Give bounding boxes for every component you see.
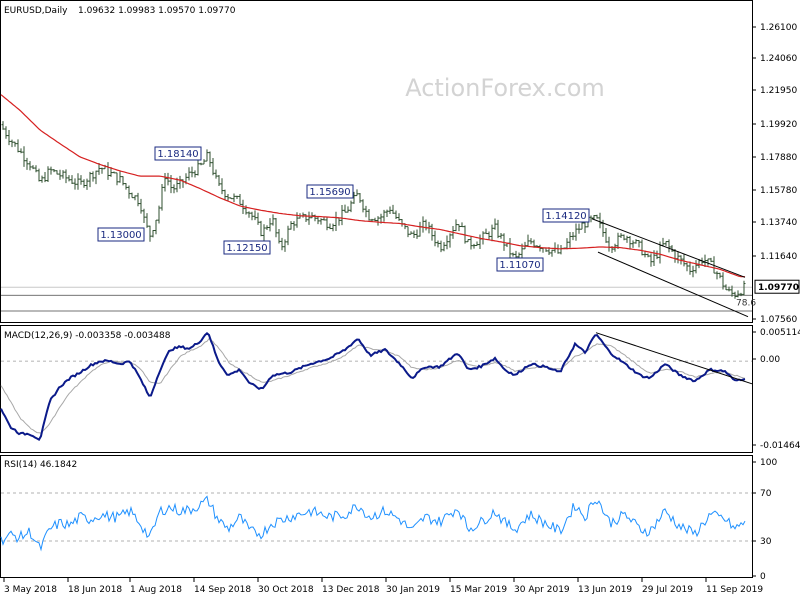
price-annotation-box (496, 257, 544, 272)
price-tick-label: 1.07560 (760, 315, 797, 325)
price-panel-frame (0, 0, 753, 323)
price-tick-label: 1.17880 (760, 153, 797, 163)
price-tick-label: 1.13740 (760, 218, 797, 228)
price-annotation-label: 1.18140 (157, 149, 198, 160)
axis-layer: 1.26100 1.24060 1.21950 1.19920 1.17880 1.157… (3, 23, 800, 595)
price-annotation-label: 1.15690 (309, 187, 350, 198)
macd-label: MACD(12,26,9) -0.003358 -0.003488 (4, 331, 171, 341)
price-tick-label: 1.19920 (760, 120, 797, 130)
x-tick-label: 3 May 2018 (4, 585, 57, 595)
macd-line (0, 331, 746, 441)
price-annotation-label: 1.14120 (545, 211, 586, 222)
x-tick-label: 18 Jun 2018 (68, 585, 122, 595)
x-tick-label: 30 Apr 2019 (514, 585, 570, 595)
price-layer: 78.6 1.18140 1.13000 1.12150 1.15690 1.14120 1… (0, 94, 756, 318)
x-tick-label: 15 Mar 2019 (450, 585, 507, 595)
price-annotation-box (223, 240, 271, 255)
macd-tick-label: 0.00 (760, 355, 780, 365)
x-tick-label: 1 Aug 2018 (130, 585, 182, 595)
chart-title: EURUSD,Daily (4, 6, 68, 16)
x-tick-label: 29 Jul 2019 (642, 585, 693, 595)
channel-upper-line (591, 218, 746, 278)
rsi-label: RSI(14) 46.1842 (4, 460, 77, 470)
x-tick-label: 13 Jun 2019 (578, 585, 632, 595)
rsi-tick-label: 70 (760, 489, 772, 499)
price-annotation-label: 1.12150 (226, 243, 267, 254)
price-tick-label: 1.26100 (760, 23, 797, 33)
price-tick-label: 1.15780 (760, 186, 797, 196)
macd-panel-frame (0, 325, 753, 453)
rsi-layer (0, 492, 752, 552)
ohlc-bars (1, 121, 746, 299)
price-annotation-box (154, 146, 202, 161)
fib-level-label: 78.6 (736, 298, 756, 308)
price-annotation-label: 1.11070 (499, 260, 540, 271)
rsi-line (0, 495, 746, 552)
macd-trendline (595, 332, 753, 385)
rsi-panel-frame (0, 455, 753, 578)
channel-lower-line (597, 251, 749, 318)
macd-tick-label: 0.005114 (760, 328, 800, 338)
macd-layer (0, 331, 753, 441)
x-tick-label: 13 Dec 2018 (322, 585, 380, 595)
x-tick-label: 30 Jan 2019 (386, 585, 440, 595)
price-annotation-box (542, 208, 590, 223)
moving-average-line (0, 94, 745, 278)
x-tick-label: 30 Oct 2018 (258, 585, 314, 595)
price-annotation-box (97, 227, 145, 242)
last-price-box (754, 279, 800, 294)
rsi-tick-label: 30 (760, 537, 772, 547)
price-tick-label: 1.24060 (760, 54, 797, 64)
price-tick-label: 1.21950 (760, 86, 797, 96)
price-tick-label: 1.11640 (760, 252, 797, 262)
x-tick-label: 14 Sep 2018 (194, 585, 251, 595)
watermark: ActionForex.com (405, 74, 605, 102)
price-annotation-box (306, 184, 354, 199)
rsi-tick-label: 0 (760, 572, 766, 582)
last-price-label: 1.09770 (758, 283, 799, 293)
ohlc-readout: 1.09632 1.09983 1.09570 1.09770 (78, 6, 236, 16)
price-annotation-label: 1.13000 (100, 230, 141, 241)
rsi-tick-label: 100 (760, 458, 777, 468)
macd-tick-label: -0.014647 (760, 441, 800, 451)
x-tick-label: 11 Sep 2019 (706, 585, 763, 595)
